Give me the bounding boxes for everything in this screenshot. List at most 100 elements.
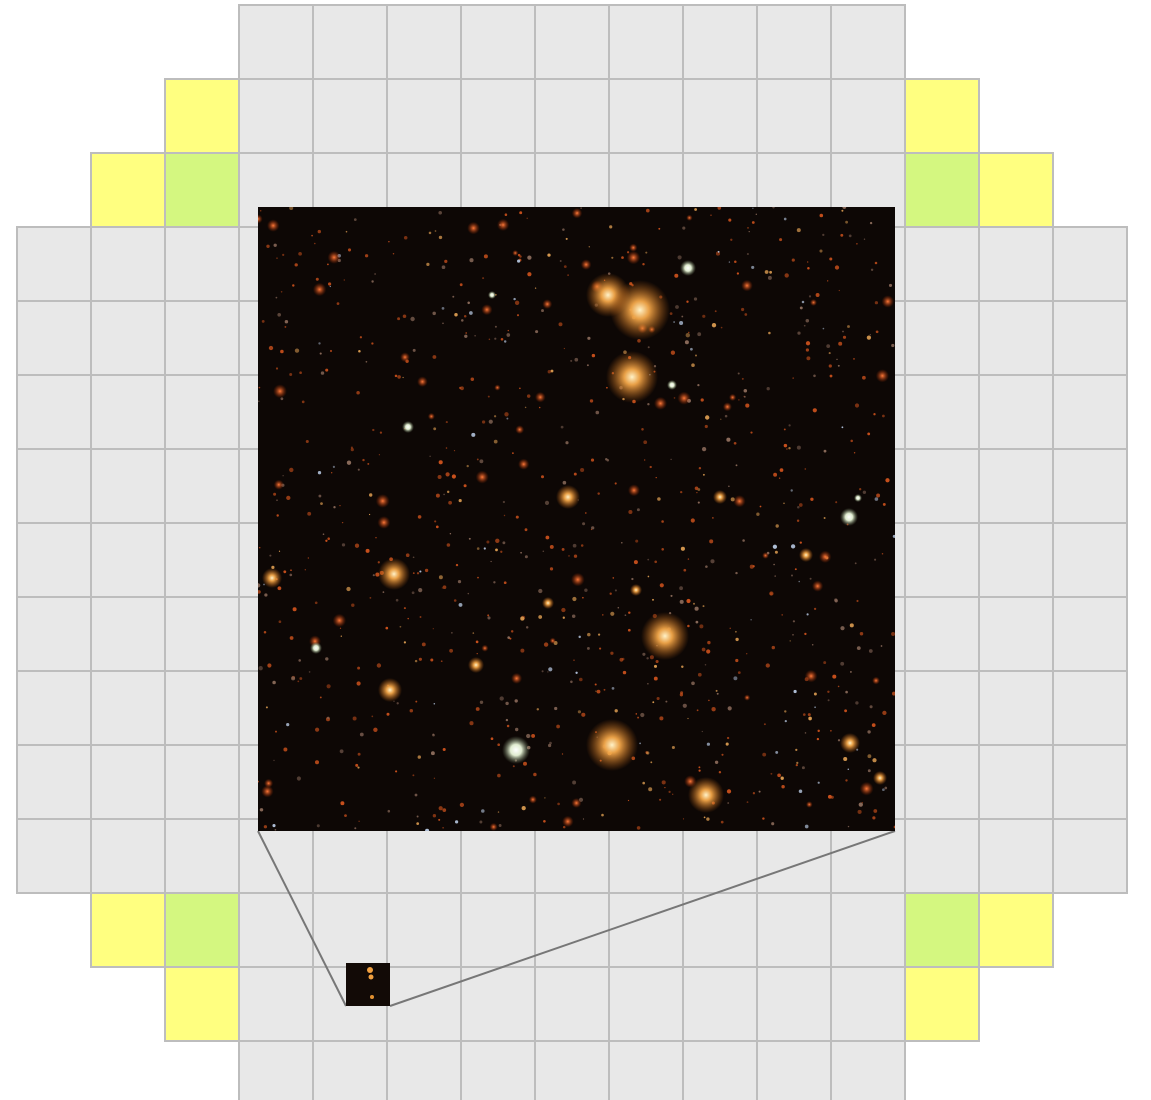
star	[727, 802, 730, 804]
star	[371, 342, 374, 345]
star	[636, 508, 640, 512]
sky-background	[258, 207, 895, 831]
star	[275, 367, 279, 370]
star	[682, 818, 685, 820]
tile	[904, 78, 980, 154]
star	[584, 588, 588, 592]
star	[706, 817, 710, 821]
red-galaxy	[562, 815, 574, 828]
star	[314, 242, 316, 245]
star	[710, 214, 712, 216]
star	[636, 826, 641, 830]
star	[762, 817, 765, 820]
star	[688, 331, 690, 334]
star	[862, 375, 866, 380]
star	[817, 729, 820, 733]
star	[784, 710, 787, 713]
star	[266, 244, 270, 249]
star	[392, 252, 395, 255]
star	[506, 724, 510, 728]
star	[434, 520, 437, 523]
star	[273, 492, 277, 496]
star	[347, 248, 352, 252]
tile	[534, 892, 610, 968]
star	[258, 386, 261, 389]
star	[656, 696, 660, 701]
star	[726, 736, 730, 740]
star	[762, 752, 767, 757]
star	[517, 259, 521, 263]
star	[694, 606, 699, 611]
star	[726, 437, 731, 442]
star	[353, 218, 357, 221]
star	[524, 528, 528, 532]
star	[549, 544, 554, 549]
star	[853, 452, 856, 454]
star	[751, 221, 755, 224]
star	[874, 261, 878, 265]
star	[580, 544, 584, 547]
star	[650, 761, 653, 764]
star	[562, 825, 566, 829]
red-galaxy	[729, 393, 737, 401]
star	[701, 647, 706, 652]
tile	[904, 744, 980, 820]
star	[720, 820, 724, 824]
star	[893, 825, 895, 829]
star	[814, 706, 816, 709]
star	[741, 307, 745, 312]
star	[433, 777, 436, 779]
star	[368, 513, 371, 516]
star	[350, 448, 354, 452]
star	[373, 727, 378, 732]
star	[418, 657, 422, 661]
star	[627, 628, 631, 632]
star	[524, 406, 527, 409]
star	[714, 310, 717, 313]
star	[558, 322, 563, 327]
galaxy	[799, 548, 813, 562]
star	[416, 815, 419, 818]
star	[863, 238, 866, 240]
star	[325, 539, 328, 542]
tile	[16, 744, 92, 820]
star	[308, 671, 311, 673]
star	[429, 455, 431, 457]
star	[538, 615, 543, 619]
star	[642, 781, 645, 785]
star	[867, 754, 872, 759]
star	[502, 500, 506, 504]
star	[503, 340, 507, 343]
star	[272, 824, 276, 828]
star	[582, 596, 584, 599]
star	[686, 598, 691, 604]
star	[326, 716, 330, 720]
red-galaxy	[571, 572, 585, 587]
star	[791, 258, 795, 262]
tile	[904, 670, 980, 746]
star	[775, 524, 779, 528]
star	[653, 676, 658, 681]
star	[835, 501, 838, 504]
star	[258, 666, 263, 671]
star	[720, 418, 722, 420]
star	[603, 688, 606, 691]
star	[275, 296, 278, 299]
star	[661, 548, 664, 551]
star	[849, 623, 854, 628]
star	[403, 235, 408, 240]
star	[418, 588, 423, 593]
star	[468, 537, 471, 540]
star	[395, 598, 399, 602]
star	[747, 227, 749, 229]
star	[736, 272, 740, 275]
tile	[164, 300, 240, 376]
star	[834, 265, 840, 270]
galaxy	[556, 485, 580, 509]
star	[457, 579, 462, 584]
red-galaxy	[267, 219, 280, 232]
tile	[978, 226, 1054, 302]
tile	[312, 892, 388, 968]
star	[307, 557, 309, 559]
